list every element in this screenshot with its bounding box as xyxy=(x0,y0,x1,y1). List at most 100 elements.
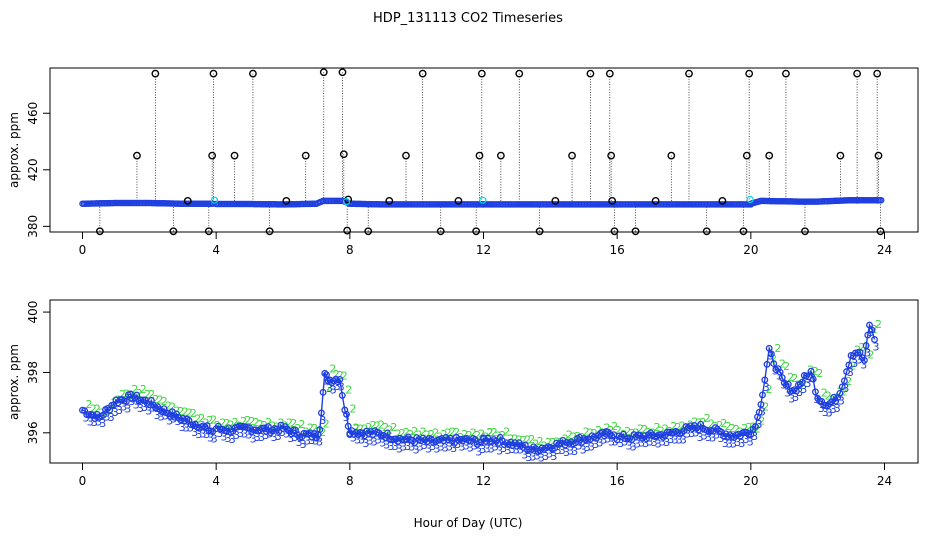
bottom-label-2: 2 xyxy=(770,352,777,365)
top-spike-point xyxy=(873,69,882,78)
top-spike-point xyxy=(874,151,883,160)
bottom-label-2: 2 xyxy=(487,427,494,440)
bottom-series-point xyxy=(765,344,773,352)
bottom-label-3: 3 xyxy=(446,441,453,454)
bottom-label-2: 2 xyxy=(265,416,272,429)
top-spike-point xyxy=(742,151,751,160)
bottom-label-3: 3 xyxy=(647,436,654,449)
bottom-label-3: 3 xyxy=(363,437,370,450)
bottom-series-point xyxy=(139,396,147,404)
bottom-label-2: 2 xyxy=(604,421,611,434)
bottom-label-2: 2 xyxy=(144,388,151,401)
bottom-label-2: 2 xyxy=(194,413,201,426)
bottom-series-point xyxy=(860,356,868,364)
bottom-label-2: 2 xyxy=(210,414,217,427)
bottom-label-3: 3 xyxy=(496,444,503,457)
bottom-label-3: 3 xyxy=(266,428,273,441)
bottom-label-2: 2 xyxy=(670,420,677,433)
top-spike-point xyxy=(801,227,809,236)
bottom-label-3: 3 xyxy=(734,436,741,449)
bottom-label-3: 3 xyxy=(713,429,720,442)
top-spike-point xyxy=(477,69,486,78)
bottom-label-3: 3 xyxy=(756,418,763,431)
bottom-series-point xyxy=(341,406,349,414)
top-y-tick-label: 380 xyxy=(26,215,40,238)
bottom-label-3: 3 xyxy=(847,366,854,379)
bottom-label-3: 3 xyxy=(767,349,774,362)
top-spike-point xyxy=(651,196,660,205)
top-spike-point xyxy=(402,151,410,160)
bottom-label-2: 2 xyxy=(290,417,297,430)
bottom-label-3: 3 xyxy=(191,426,198,439)
bottom-label-2: 2 xyxy=(319,426,326,439)
bottom-label-3: 3 xyxy=(509,443,516,456)
top-baseline-points xyxy=(79,196,885,208)
top-flagged-point xyxy=(210,196,219,204)
bottom-label-2: 2 xyxy=(720,417,727,430)
bottom-series-point xyxy=(784,380,792,388)
bottom-label-3: 3 xyxy=(521,448,528,461)
bottom-label-3: 3 xyxy=(484,442,491,455)
bottom-label-2: 2 xyxy=(524,433,531,446)
bottom-label-2: 2 xyxy=(779,358,786,371)
bottom-label-3: 3 xyxy=(254,431,261,444)
bottom-label-3: 3 xyxy=(229,433,236,446)
bottom-label-3: 3 xyxy=(203,428,210,441)
bottom-label-3: 3 xyxy=(505,444,512,457)
bottom-label-2: 2 xyxy=(821,386,828,399)
top-x-tick-label: 24 xyxy=(877,243,892,257)
bottom-label-3: 3 xyxy=(651,436,658,449)
bottom-label-2: 2 xyxy=(432,426,439,439)
bottom-label-2: 2 xyxy=(549,436,556,449)
bottom-label-3: 3 xyxy=(692,427,699,440)
bottom-label-3: 3 xyxy=(83,412,90,425)
bottom-label-2: 2 xyxy=(123,388,130,401)
bottom-series-points xyxy=(79,321,878,455)
bottom-label-3: 3 xyxy=(442,442,449,455)
bottom-label-2: 2 xyxy=(86,398,93,411)
bottom-label-2: 2 xyxy=(253,416,260,429)
bottom-series-point xyxy=(312,434,320,442)
bottom-label-3: 3 xyxy=(367,434,374,447)
bottom-label-3: 3 xyxy=(792,391,799,404)
bottom-label-3: 3 xyxy=(170,413,177,426)
bottom-label-3: 3 xyxy=(788,392,795,405)
top-spike-point xyxy=(739,227,748,236)
top-spike-point xyxy=(343,226,352,235)
bottom-label-2: 2 xyxy=(624,425,631,438)
bottom-label-2: 2 xyxy=(545,436,552,449)
bottom-label-3: 3 xyxy=(316,435,323,448)
bottom-label-3: 3 xyxy=(133,399,140,412)
bottom-series-point xyxy=(862,342,870,350)
bottom-label-2: 2 xyxy=(428,428,435,441)
bottom-label-2: 2 xyxy=(708,418,715,431)
bottom-label-3: 3 xyxy=(388,440,395,453)
bottom-label-2: 2 xyxy=(645,426,652,439)
bottom-label-3: 3 xyxy=(676,433,683,446)
bottom-series-point xyxy=(343,410,350,418)
bottom-label-2: 2 xyxy=(825,389,832,402)
bottom-label-2: 2 xyxy=(311,422,318,435)
bottom-label-2: 2 xyxy=(478,428,485,441)
bottom-label-3: 3 xyxy=(166,415,173,428)
bottom-label-2: 2 xyxy=(850,360,857,373)
bottom-label-3: 3 xyxy=(438,440,445,453)
bottom-label-2: 2 xyxy=(445,426,452,439)
bottom-label-2: 2 xyxy=(845,375,852,388)
top-spike-point xyxy=(454,196,463,205)
bottom-label-2: 2 xyxy=(449,426,456,439)
bottom-label-3: 3 xyxy=(137,402,144,415)
bottom-label-3: 3 xyxy=(108,411,115,424)
bottom-label-2: 2 xyxy=(152,393,159,406)
bottom-label-3: 3 xyxy=(588,441,595,454)
bottom-label-3: 3 xyxy=(158,410,165,423)
bottom-label-3: 3 xyxy=(634,437,641,450)
bottom-series-point xyxy=(319,388,327,396)
bottom-y-tick-label: 400 xyxy=(26,301,40,324)
bottom-label-3: 3 xyxy=(730,438,737,451)
top-x-tick-label: 16 xyxy=(610,243,625,257)
bottom-label-3: 3 xyxy=(864,347,871,360)
bottom-label-2: 2 xyxy=(641,423,648,436)
top-spike-point xyxy=(418,69,427,78)
